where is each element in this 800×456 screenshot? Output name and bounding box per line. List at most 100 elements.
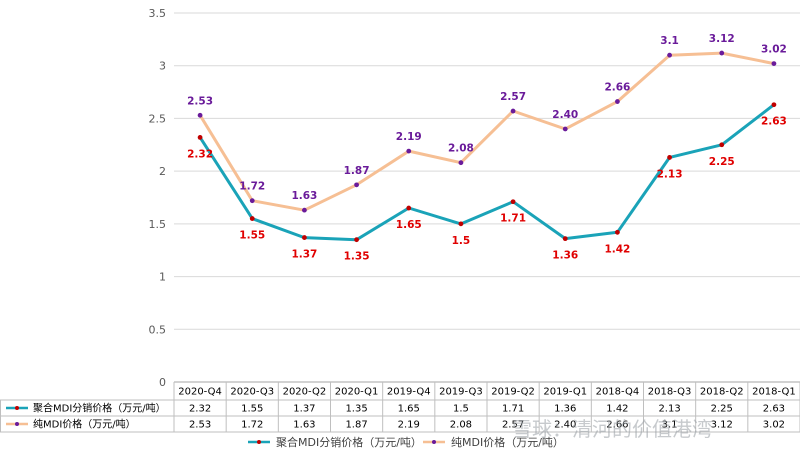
plot-area: 2.32 1.55 1.37 1.35 1.65 1.5 1.71 1.36 1.42 2.13 2… bbox=[187, 33, 787, 263]
data-point bbox=[510, 199, 516, 205]
y-tick-label: 1.5 bbox=[149, 218, 167, 231]
data-point bbox=[771, 102, 777, 108]
table-cell: 2.66 bbox=[606, 420, 628, 431]
data-point bbox=[719, 50, 725, 56]
series-line bbox=[198, 103, 776, 242]
legend-key-marker bbox=[432, 440, 436, 444]
data-label: 1.37 bbox=[291, 249, 317, 261]
data-label: 2.66 bbox=[604, 82, 630, 94]
y-axis: 0 0.5 1 1.5 2 2.5 3 3.5 bbox=[149, 7, 167, 389]
data-point bbox=[249, 216, 255, 221]
x-tick-label: 2018-Q3 bbox=[648, 387, 692, 398]
data-label: 1.71 bbox=[500, 213, 526, 225]
data-label: 1.72 bbox=[239, 181, 265, 193]
table-cell: 1.55 bbox=[241, 404, 263, 415]
table-cell: 1.65 bbox=[398, 404, 420, 415]
series-line bbox=[198, 51, 776, 212]
data-point bbox=[615, 99, 620, 104]
data-point bbox=[562, 126, 568, 132]
data-point bbox=[406, 148, 412, 154]
data-point bbox=[302, 207, 307, 213]
x-tick-label: 2019-Q3 bbox=[439, 387, 483, 398]
table-cell: 2.19 bbox=[398, 420, 420, 431]
x-tick-label: 2018-Q4 bbox=[596, 387, 640, 398]
y-tick-label: 1 bbox=[159, 271, 166, 284]
watermark: 雪球：清河的价值港湾 bbox=[512, 417, 712, 441]
table-cell: 3.12 bbox=[711, 420, 733, 431]
data-point bbox=[615, 229, 620, 235]
data-label: 1.36 bbox=[552, 250, 578, 262]
legend-entry: 纯MDI价格（万元/吨） bbox=[451, 435, 564, 449]
legend-key-marker bbox=[257, 440, 261, 444]
y-tick-label: 0.5 bbox=[149, 323, 167, 336]
table-cell: 1.71 bbox=[502, 404, 524, 415]
data-label: 3.12 bbox=[709, 33, 735, 45]
data-label: 1.55 bbox=[239, 230, 265, 242]
x-tick-label: 2019-Q4 bbox=[387, 387, 431, 398]
table-cell: 3.1 bbox=[662, 420, 678, 431]
data-table: 2020-Q4 2020-Q3 2020-Q2 2020-Q1 2019-Q4 2019-… bbox=[0, 381, 800, 433]
data-label: 2.40 bbox=[552, 109, 578, 121]
table-cell: 2.63 bbox=[763, 404, 785, 415]
data-label: 2.08 bbox=[448, 143, 474, 155]
data-point bbox=[771, 61, 777, 67]
table-cell: 1.5 bbox=[453, 404, 469, 415]
legend: 聚合MDI分销价格（万元/吨） 纯MDI价格（万元/吨） bbox=[248, 435, 564, 449]
table-cell: 3.02 bbox=[763, 420, 785, 431]
data-point bbox=[667, 52, 672, 58]
data-label: 2.25 bbox=[709, 156, 735, 168]
y-tick-label: 0 bbox=[159, 376, 166, 389]
table-cell: 1.35 bbox=[345, 404, 367, 415]
data-label: 2.19 bbox=[396, 131, 422, 143]
row-header: 聚合MDI分销价格（万元/吨） bbox=[33, 402, 166, 415]
data-label: 1.42 bbox=[604, 243, 630, 255]
table-cell: 1.87 bbox=[345, 420, 367, 431]
data-point bbox=[719, 142, 725, 148]
data-point bbox=[667, 155, 672, 160]
x-tick-label: 2020-Q3 bbox=[230, 387, 274, 398]
data-point bbox=[458, 160, 464, 166]
data-label: 1.63 bbox=[291, 190, 317, 202]
data-label: 2.13 bbox=[657, 168, 683, 180]
table-cell: 1.37 bbox=[293, 404, 315, 415]
data-label: 1.35 bbox=[344, 251, 370, 263]
data-point bbox=[406, 205, 412, 211]
row-header: 纯MDI价格（万元/吨） bbox=[33, 418, 136, 431]
row-key-marker bbox=[15, 406, 19, 410]
x-tick-label: 2020-Q2 bbox=[283, 387, 327, 398]
x-tick-label: 2019-Q1 bbox=[543, 387, 587, 398]
table-cell: 2.57 bbox=[502, 420, 524, 431]
data-label: 1.65 bbox=[396, 219, 422, 231]
data-point bbox=[197, 135, 203, 140]
data-label: 1.87 bbox=[344, 165, 370, 177]
data-label: 2.57 bbox=[500, 91, 526, 103]
data-point bbox=[458, 221, 464, 227]
table-cell: 2.08 bbox=[450, 420, 472, 431]
table-cell: 1.42 bbox=[606, 404, 628, 415]
data-point bbox=[354, 182, 359, 188]
data-label: 1.5 bbox=[452, 235, 471, 247]
data-label: 2.53 bbox=[187, 95, 213, 107]
data-label: 3.02 bbox=[761, 44, 787, 56]
y-tick-label: 2 bbox=[159, 165, 166, 178]
data-point bbox=[302, 235, 307, 240]
table-cell: 2.32 bbox=[189, 404, 211, 415]
x-tick-label: 2019-Q2 bbox=[491, 387, 535, 398]
data-label: 2.63 bbox=[761, 116, 787, 128]
legend-entry: 聚合MDI分销价格（万元/吨） bbox=[276, 435, 422, 449]
data-point bbox=[510, 108, 516, 114]
y-tick-label: 3 bbox=[159, 60, 166, 73]
row-key-marker bbox=[15, 422, 19, 426]
data-point bbox=[562, 236, 568, 242]
data-point bbox=[197, 112, 203, 118]
table-cell: 1.72 bbox=[241, 420, 263, 431]
table-cell: 2.13 bbox=[658, 404, 680, 415]
x-tick-label: 2018-Q2 bbox=[700, 387, 744, 398]
table-cell: 1.63 bbox=[293, 420, 315, 431]
y-tick-label: 3.5 bbox=[149, 7, 167, 20]
x-tick-label: 2020-Q1 bbox=[335, 387, 379, 398]
gridlines bbox=[174, 12, 800, 330]
data-label: 3.1 bbox=[660, 35, 679, 47]
data-label: 2.32 bbox=[187, 148, 213, 160]
